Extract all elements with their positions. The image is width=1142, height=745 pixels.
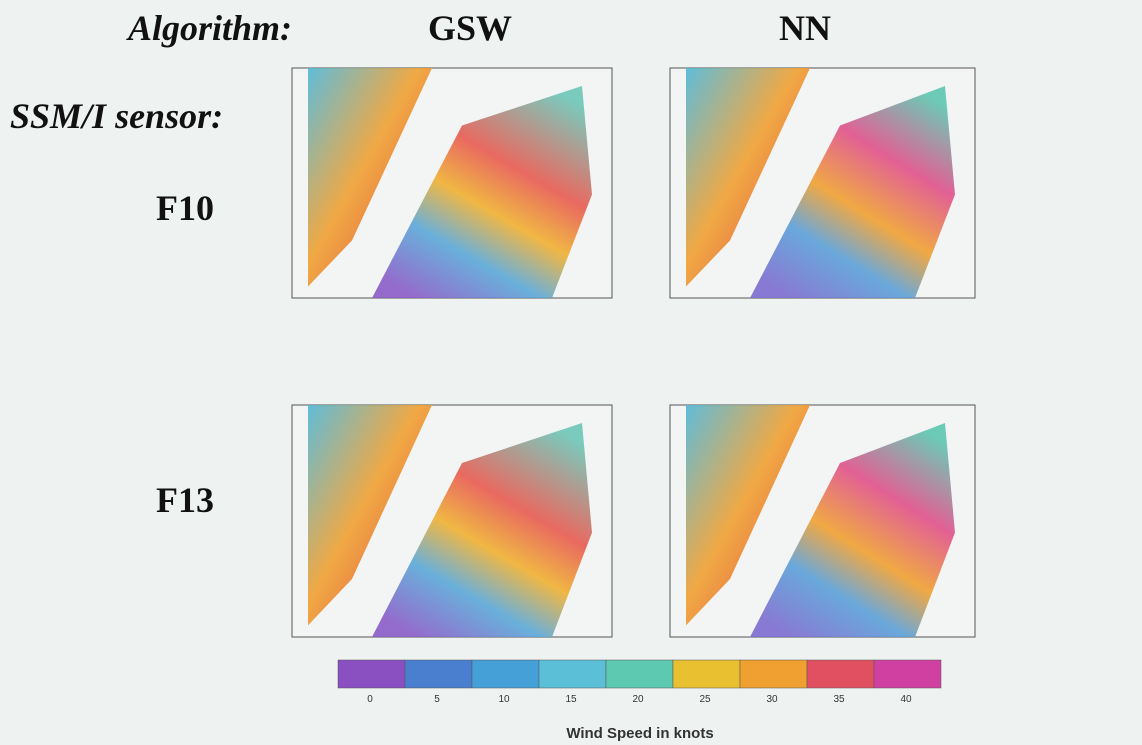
colorbar-tick: 25 (699, 694, 711, 705)
row-label: F13 (156, 480, 214, 520)
figure: Algorithm: GSW NN SSM/I sensor: F10 F13 … (0, 0, 1142, 745)
colorbar-segment (405, 660, 472, 688)
colorbar-segment (539, 660, 606, 688)
colorbar-tick: 0 (367, 694, 373, 705)
colorbar: 0 5 10 15 20 25 30 35 40 (338, 660, 941, 705)
colorbar-segment (874, 660, 941, 688)
map-panel (670, 405, 975, 637)
colorbar-tick: 20 (632, 694, 644, 705)
colorbar-segment (673, 660, 740, 688)
map-panel (670, 68, 975, 298)
colorbar-tick: 40 (900, 694, 912, 705)
colorbar-segment (740, 660, 807, 688)
colorbar-tick: 10 (498, 694, 510, 705)
colorbar-tick: 5 (434, 694, 440, 705)
colorbar-segment (807, 660, 874, 688)
sensor-label: SSM/I sensor: (10, 96, 223, 136)
colorbar-segment (606, 660, 673, 688)
map-panels (292, 68, 975, 637)
column-header: NN (779, 8, 831, 48)
colorbar-segment (472, 660, 539, 688)
map-panel (292, 405, 612, 637)
row-label: F10 (156, 188, 214, 228)
colorbar-tick: 35 (833, 694, 845, 705)
algorithm-label: Algorithm: (126, 8, 292, 48)
colorbar-segment (338, 660, 405, 688)
colorbar-label: Wind Speed in knots (566, 725, 713, 742)
colorbar-tick: 30 (766, 694, 778, 705)
map-panel (292, 68, 612, 298)
column-header: GSW (428, 8, 512, 48)
colorbar-tick: 15 (565, 694, 577, 705)
